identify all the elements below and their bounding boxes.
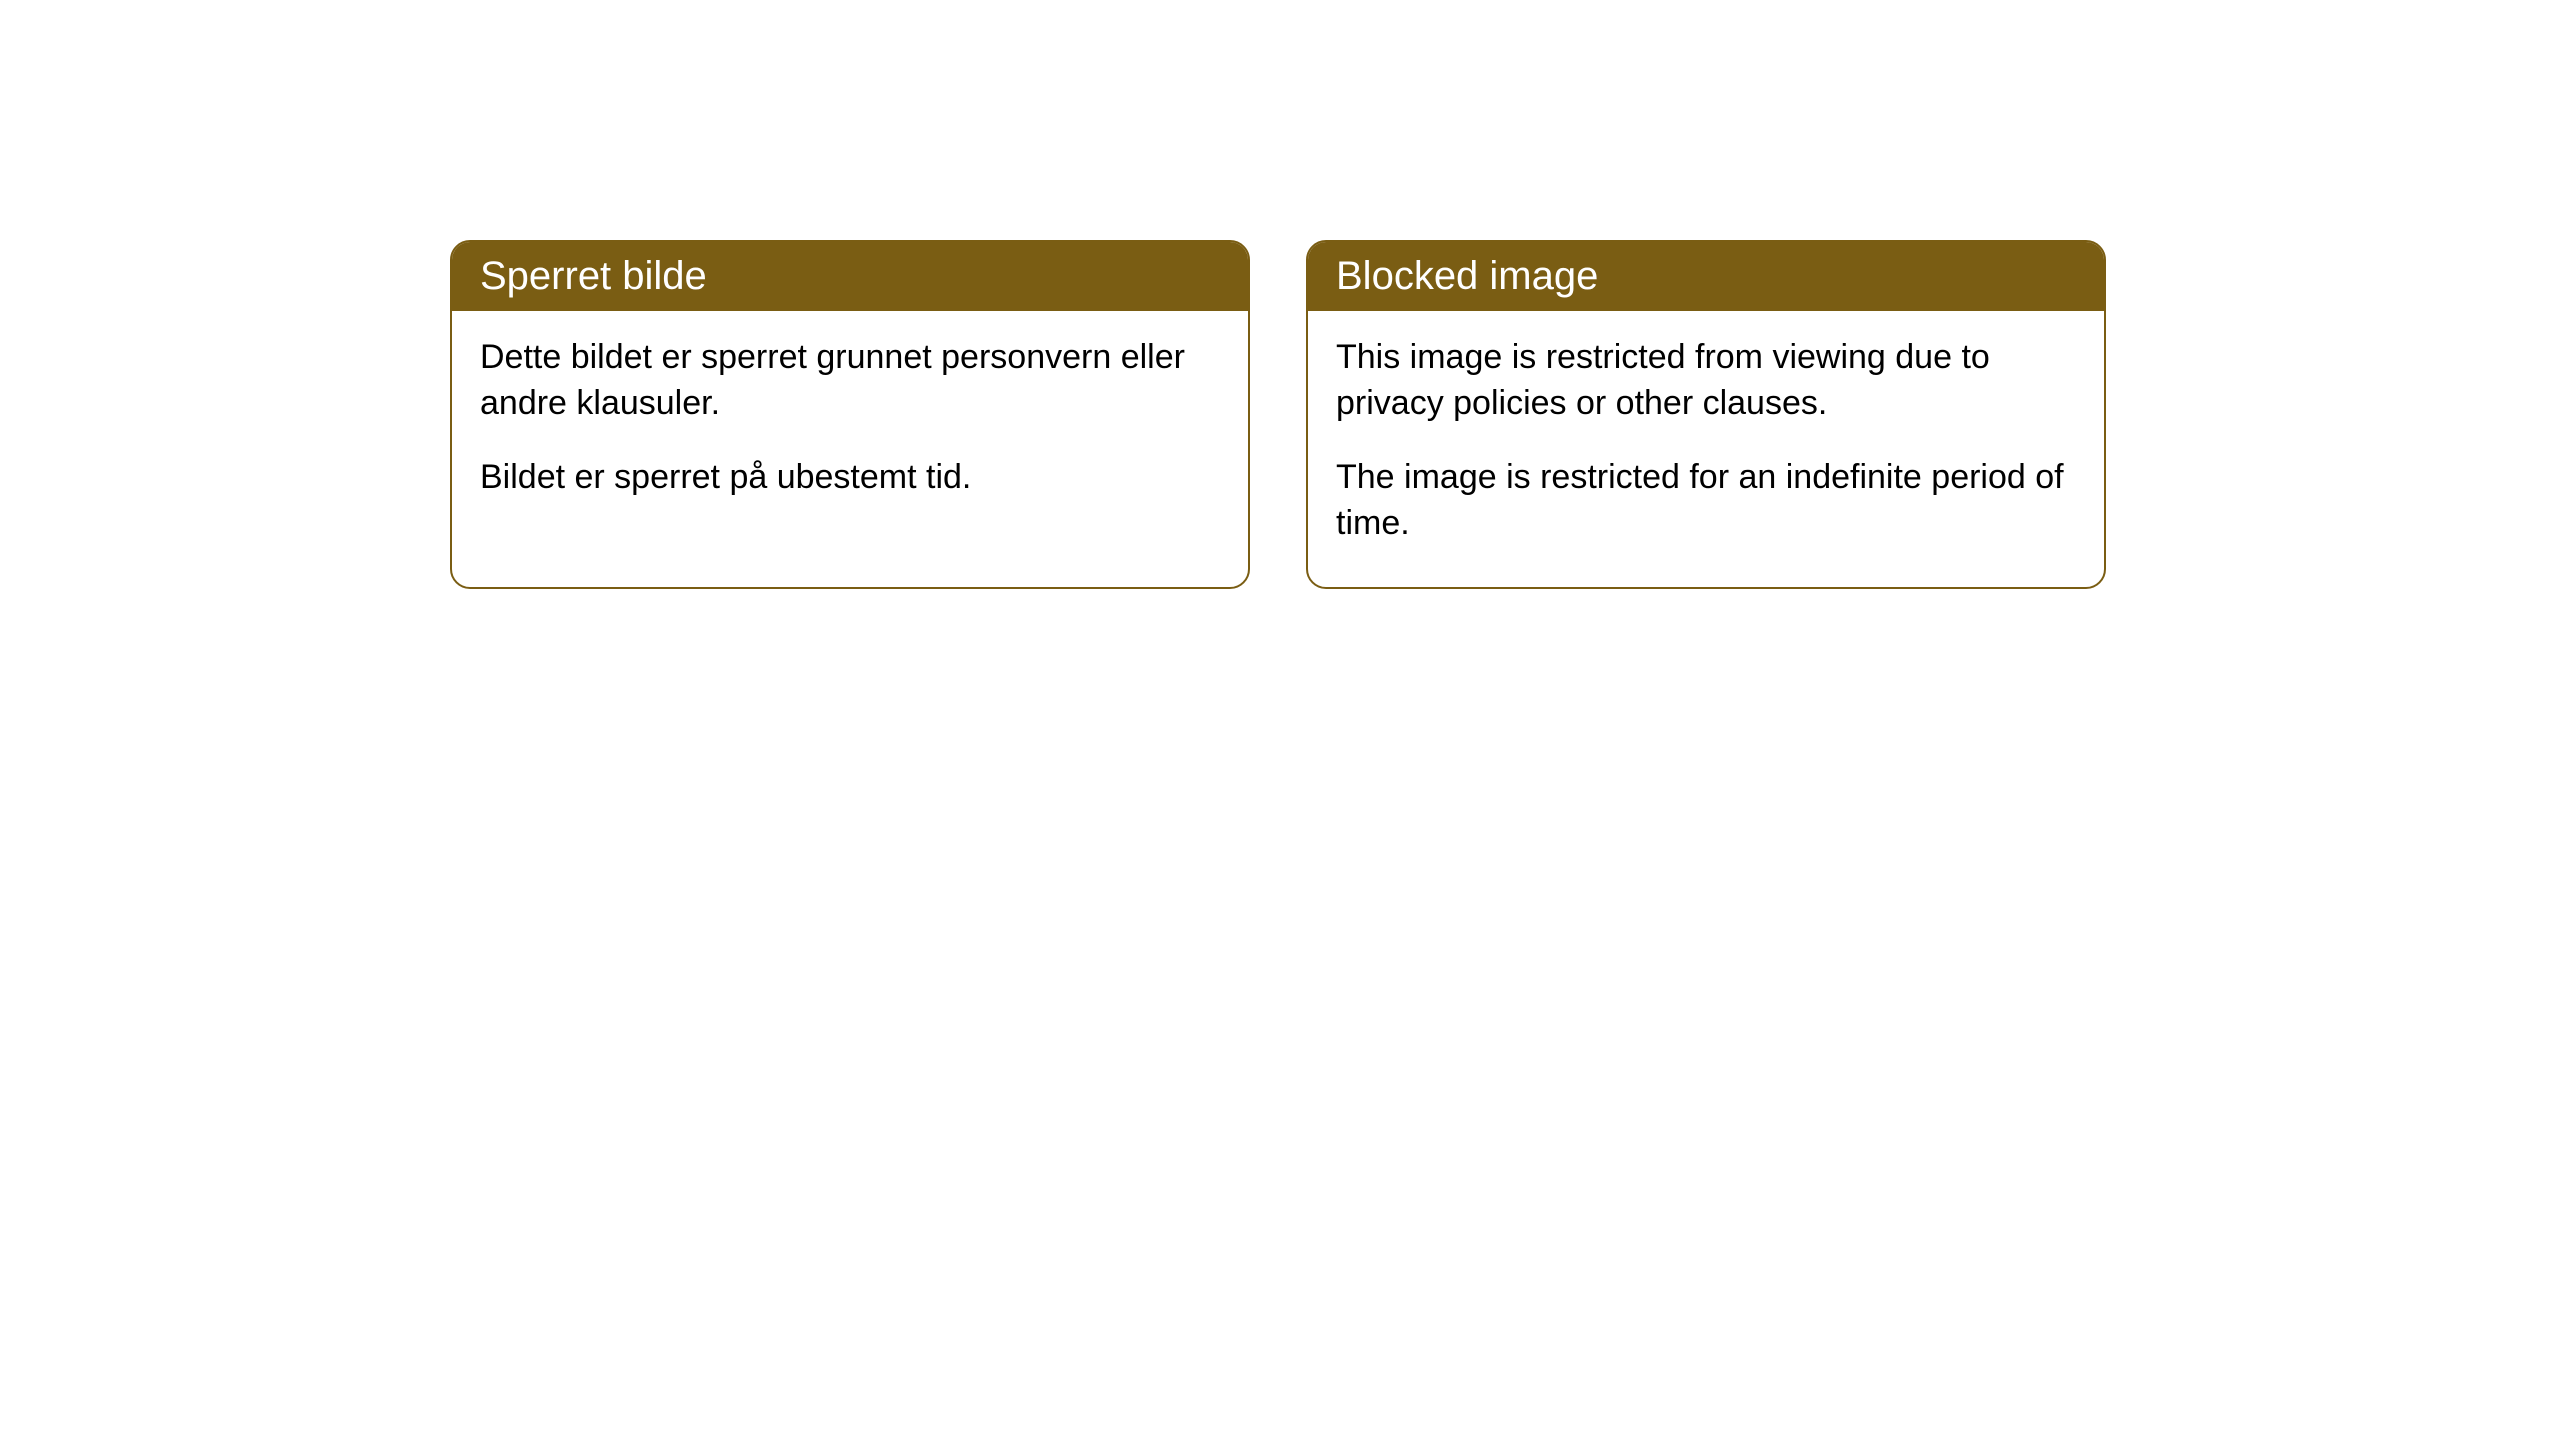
- card-title-norwegian: Sperret bilde: [480, 254, 707, 298]
- card-body-norwegian: Dette bildet er sperret grunnet personve…: [452, 311, 1248, 541]
- card-body-english: This image is restricted from viewing du…: [1308, 311, 2104, 587]
- card-header-english: Blocked image: [1308, 242, 2104, 311]
- card-paragraph2-english: The image is restricted for an indefinit…: [1336, 455, 2076, 547]
- card-paragraph1-norwegian: Dette bildet er sperret grunnet personve…: [480, 335, 1220, 427]
- card-header-norwegian: Sperret bilde: [452, 242, 1248, 311]
- card-title-english: Blocked image: [1336, 254, 1598, 298]
- card-english: Blocked image This image is restricted f…: [1306, 240, 2106, 589]
- card-paragraph2-norwegian: Bildet er sperret på ubestemt tid.: [480, 455, 1220, 501]
- card-norwegian: Sperret bilde Dette bildet er sperret gr…: [450, 240, 1250, 589]
- card-paragraph1-english: This image is restricted from viewing du…: [1336, 335, 2076, 427]
- cards-container: Sperret bilde Dette bildet er sperret gr…: [450, 240, 2106, 589]
